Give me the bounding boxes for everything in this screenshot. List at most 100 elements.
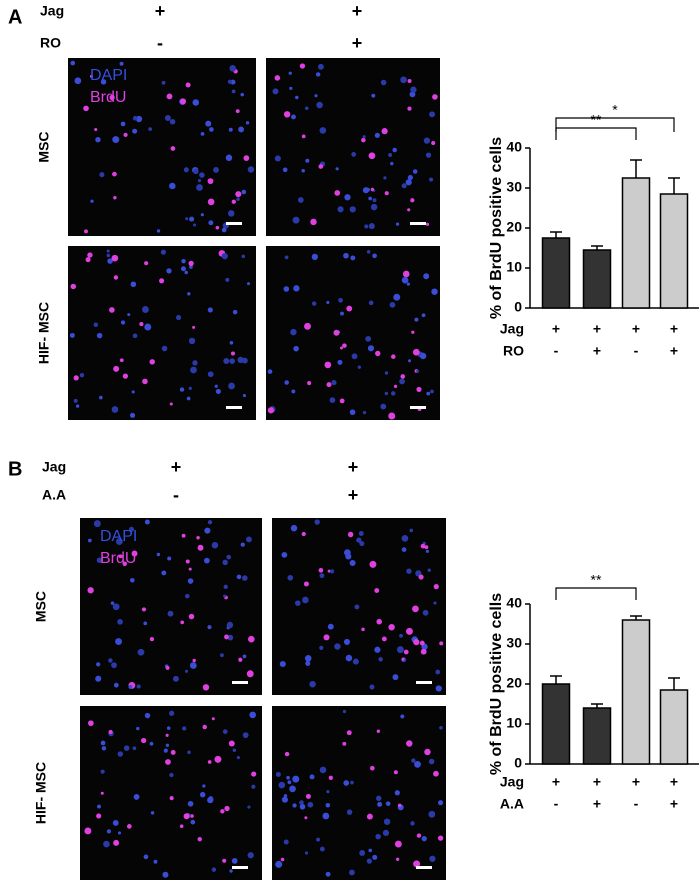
cell — [425, 152, 432, 158]
x-row-name: Jag — [500, 774, 524, 790]
cell — [193, 168, 199, 175]
cell — [122, 561, 128, 567]
cell — [337, 206, 344, 213]
cell — [392, 674, 399, 681]
cell — [93, 520, 101, 528]
x-row-sign: + — [632, 321, 640, 337]
cell — [400, 374, 406, 379]
cell — [202, 684, 210, 691]
cell — [221, 252, 228, 260]
cell — [305, 158, 310, 163]
cell — [290, 524, 298, 532]
cell — [280, 857, 285, 862]
cell — [242, 654, 247, 659]
cell — [241, 254, 246, 259]
cell — [284, 380, 289, 385]
cell — [327, 569, 331, 573]
cell — [249, 711, 257, 719]
y-tick-label: 30 — [506, 635, 522, 651]
cell — [366, 813, 373, 820]
cell — [132, 115, 138, 121]
micrograph — [272, 518, 446, 695]
cell — [215, 225, 220, 230]
condition-sign: + — [348, 457, 359, 477]
cell — [299, 800, 304, 805]
cell — [238, 126, 245, 133]
cell — [319, 127, 327, 134]
cell — [324, 361, 332, 369]
significance-bracket — [555, 587, 637, 600]
cell — [358, 531, 364, 536]
cell — [377, 801, 383, 807]
condition-sign: - — [157, 33, 163, 53]
cell — [375, 833, 381, 840]
cell — [123, 745, 130, 751]
cell — [190, 366, 197, 374]
cell — [394, 840, 402, 848]
cell — [400, 76, 407, 84]
cell — [132, 128, 138, 134]
cell — [203, 557, 210, 564]
cell — [227, 634, 234, 641]
cell — [326, 790, 330, 794]
cell — [169, 119, 176, 125]
cell — [192, 325, 196, 329]
cell — [211, 867, 217, 872]
cell — [172, 675, 179, 682]
cell — [89, 74, 94, 78]
cell — [289, 785, 296, 793]
cell — [403, 649, 409, 655]
cell — [207, 307, 213, 313]
cell — [245, 121, 250, 125]
cell — [327, 623, 334, 630]
scale-bar — [416, 681, 432, 684]
cell — [405, 179, 412, 186]
cell — [392, 147, 397, 153]
cell — [412, 348, 420, 356]
cell — [429, 111, 436, 118]
cell — [356, 537, 362, 543]
cell — [287, 574, 294, 581]
cell — [309, 680, 316, 688]
cell — [204, 527, 211, 534]
cell — [419, 640, 425, 646]
cell — [326, 300, 330, 305]
cell — [349, 559, 356, 566]
cell — [153, 859, 158, 864]
cell — [143, 621, 148, 626]
cell — [433, 770, 439, 777]
cell — [412, 605, 419, 613]
cell — [144, 519, 150, 525]
cell — [307, 801, 314, 808]
cell — [188, 613, 195, 620]
cell — [284, 751, 290, 757]
cell — [131, 550, 138, 557]
cell — [187, 292, 191, 296]
micrograph — [68, 246, 256, 420]
cell — [342, 709, 347, 714]
cell — [248, 635, 255, 643]
cell — [419, 352, 427, 360]
cell — [362, 135, 366, 139]
cell — [374, 132, 380, 138]
cell — [79, 372, 85, 378]
cell — [96, 557, 103, 564]
cell — [421, 836, 427, 842]
cell — [188, 337, 196, 345]
cell — [357, 365, 362, 369]
cell — [334, 643, 341, 650]
cell — [274, 75, 281, 81]
cell — [101, 746, 107, 751]
cell — [109, 307, 115, 313]
cell — [166, 268, 172, 274]
cell — [119, 61, 124, 66]
cell — [315, 72, 321, 77]
cell — [275, 860, 283, 868]
cell — [391, 354, 396, 359]
cell — [112, 171, 117, 177]
cell — [238, 657, 243, 662]
cell — [106, 253, 111, 258]
cell — [180, 98, 187, 105]
cell — [304, 654, 312, 662]
cell — [87, 587, 94, 594]
